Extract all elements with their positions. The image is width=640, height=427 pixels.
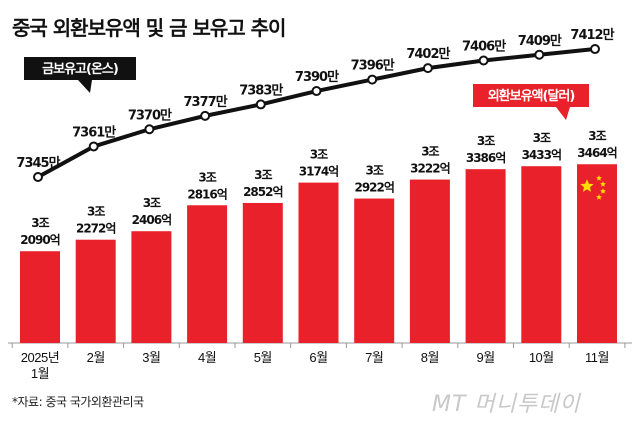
gold-value-label: 7406만 — [462, 38, 506, 54]
flag-star-icon — [600, 181, 606, 187]
bar-value-label: 2852억 — [243, 185, 282, 199]
x-tick-label: 10월 — [529, 350, 554, 365]
x-tick-label: 3월 — [142, 350, 160, 365]
x-tick-label: 11월 — [585, 350, 609, 365]
x-tick-label: 6월 — [309, 350, 327, 365]
bar-4 — [187, 205, 228, 343]
bar-label-top: 3조 — [477, 134, 495, 148]
bar-value-label: 2090억 — [20, 233, 59, 247]
gold-value-label: 7412만 — [570, 27, 614, 43]
gold-point-4 — [200, 110, 211, 121]
gold-point-1 — [33, 172, 43, 182]
bar-10 — [521, 166, 562, 343]
gold-point-5 — [255, 99, 266, 110]
gold-value-label: 7390만 — [295, 69, 339, 85]
bar-value-label: 2406억 — [132, 213, 171, 227]
fx-legend-label: 외환보유액(달러) — [488, 88, 575, 104]
bar-label-top: 3조 — [310, 148, 328, 162]
watermark-logo: MT 머니투데이 — [432, 392, 581, 417]
chart-title: 중국 외환보유액 및 금 보유고 추이 — [12, 16, 286, 40]
bar-value-label: 3222억 — [410, 162, 449, 176]
bar-value-label: 2816억 — [187, 187, 226, 201]
gold-value-label: 7396만 — [351, 58, 395, 74]
bar-value-label: 3174억 — [299, 165, 338, 179]
bar-label-top: 3조 — [533, 131, 551, 145]
bar-label-top: 3조 — [31, 216, 49, 230]
flag-star-icon — [580, 179, 594, 192]
bar-11 — [577, 164, 617, 343]
flag-star-icon — [600, 188, 606, 194]
gold-value-label: 7402만 — [406, 46, 450, 62]
flag-star-icon — [596, 175, 602, 181]
bar-8 — [409, 179, 450, 343]
flag-star-icon — [596, 194, 602, 200]
x-tick-label: 9월 — [476, 350, 494, 365]
fx-legend-pointer — [556, 107, 570, 120]
bar-label-top: 3조 — [254, 168, 272, 182]
gold-point-8 — [422, 63, 433, 74]
bar-label-top: 3조 — [198, 170, 216, 184]
gold-point-7 — [367, 74, 378, 85]
bar-label-top: 3조 — [87, 205, 105, 219]
bar-value-label: 2272억 — [76, 222, 115, 236]
x-tick-label: 4월 — [198, 350, 216, 365]
bar-5 — [242, 202, 283, 343]
gold-point-6 — [311, 86, 322, 97]
bar-value-label: 3386억 — [466, 151, 505, 165]
gold-point-3 — [144, 124, 155, 135]
bar-3 — [131, 231, 172, 343]
bar-9 — [465, 169, 506, 343]
x-tick-label: 2월 — [87, 350, 105, 365]
bar-label-top: 3조 — [588, 129, 606, 143]
gold-value-label: 7377만 — [184, 94, 228, 110]
gold-value-label: 7361만 — [72, 124, 116, 140]
bar-value-label: 3464억 — [577, 146, 616, 160]
bar-6 — [298, 182, 339, 343]
bar-value-label: 3433억 — [522, 148, 561, 162]
fx-legend-box — [473, 84, 589, 107]
gold-legend-label: 금보유고(온스) — [42, 62, 118, 77]
bar-label-top: 3조 — [421, 145, 439, 159]
gold-point-9 — [478, 55, 489, 66]
gold-value-label: 7383만 — [239, 82, 283, 98]
gold-point-11 — [590, 44, 600, 55]
bar-label-top: 3조 — [143, 196, 161, 210]
gold-value-label: 7409만 — [518, 33, 562, 49]
gold-point-2 — [88, 141, 99, 152]
bar-value-label: 2922억 — [354, 181, 393, 195]
gold-value-label: 7345만 — [16, 155, 60, 171]
x-tick-label: 8월 — [421, 350, 439, 365]
x-tick-label: 7월 — [365, 350, 383, 365]
x-tick-label: 2025년 — [21, 350, 59, 365]
bar-1 — [20, 251, 60, 343]
x-tick-label: 1월 — [31, 366, 49, 381]
bar-7 — [354, 198, 395, 343]
gold-value-label: 7370만 — [128, 107, 172, 123]
gold-legend-pointer — [78, 80, 92, 93]
source-note: *자료: 중국 국가외환관리국 — [12, 395, 144, 409]
bar-label-top: 3조 — [366, 164, 384, 178]
gold-legend-box — [24, 57, 136, 80]
x-tick-label: 5월 — [254, 350, 272, 365]
bar-2 — [75, 239, 116, 343]
gold-point-10 — [534, 49, 545, 60]
